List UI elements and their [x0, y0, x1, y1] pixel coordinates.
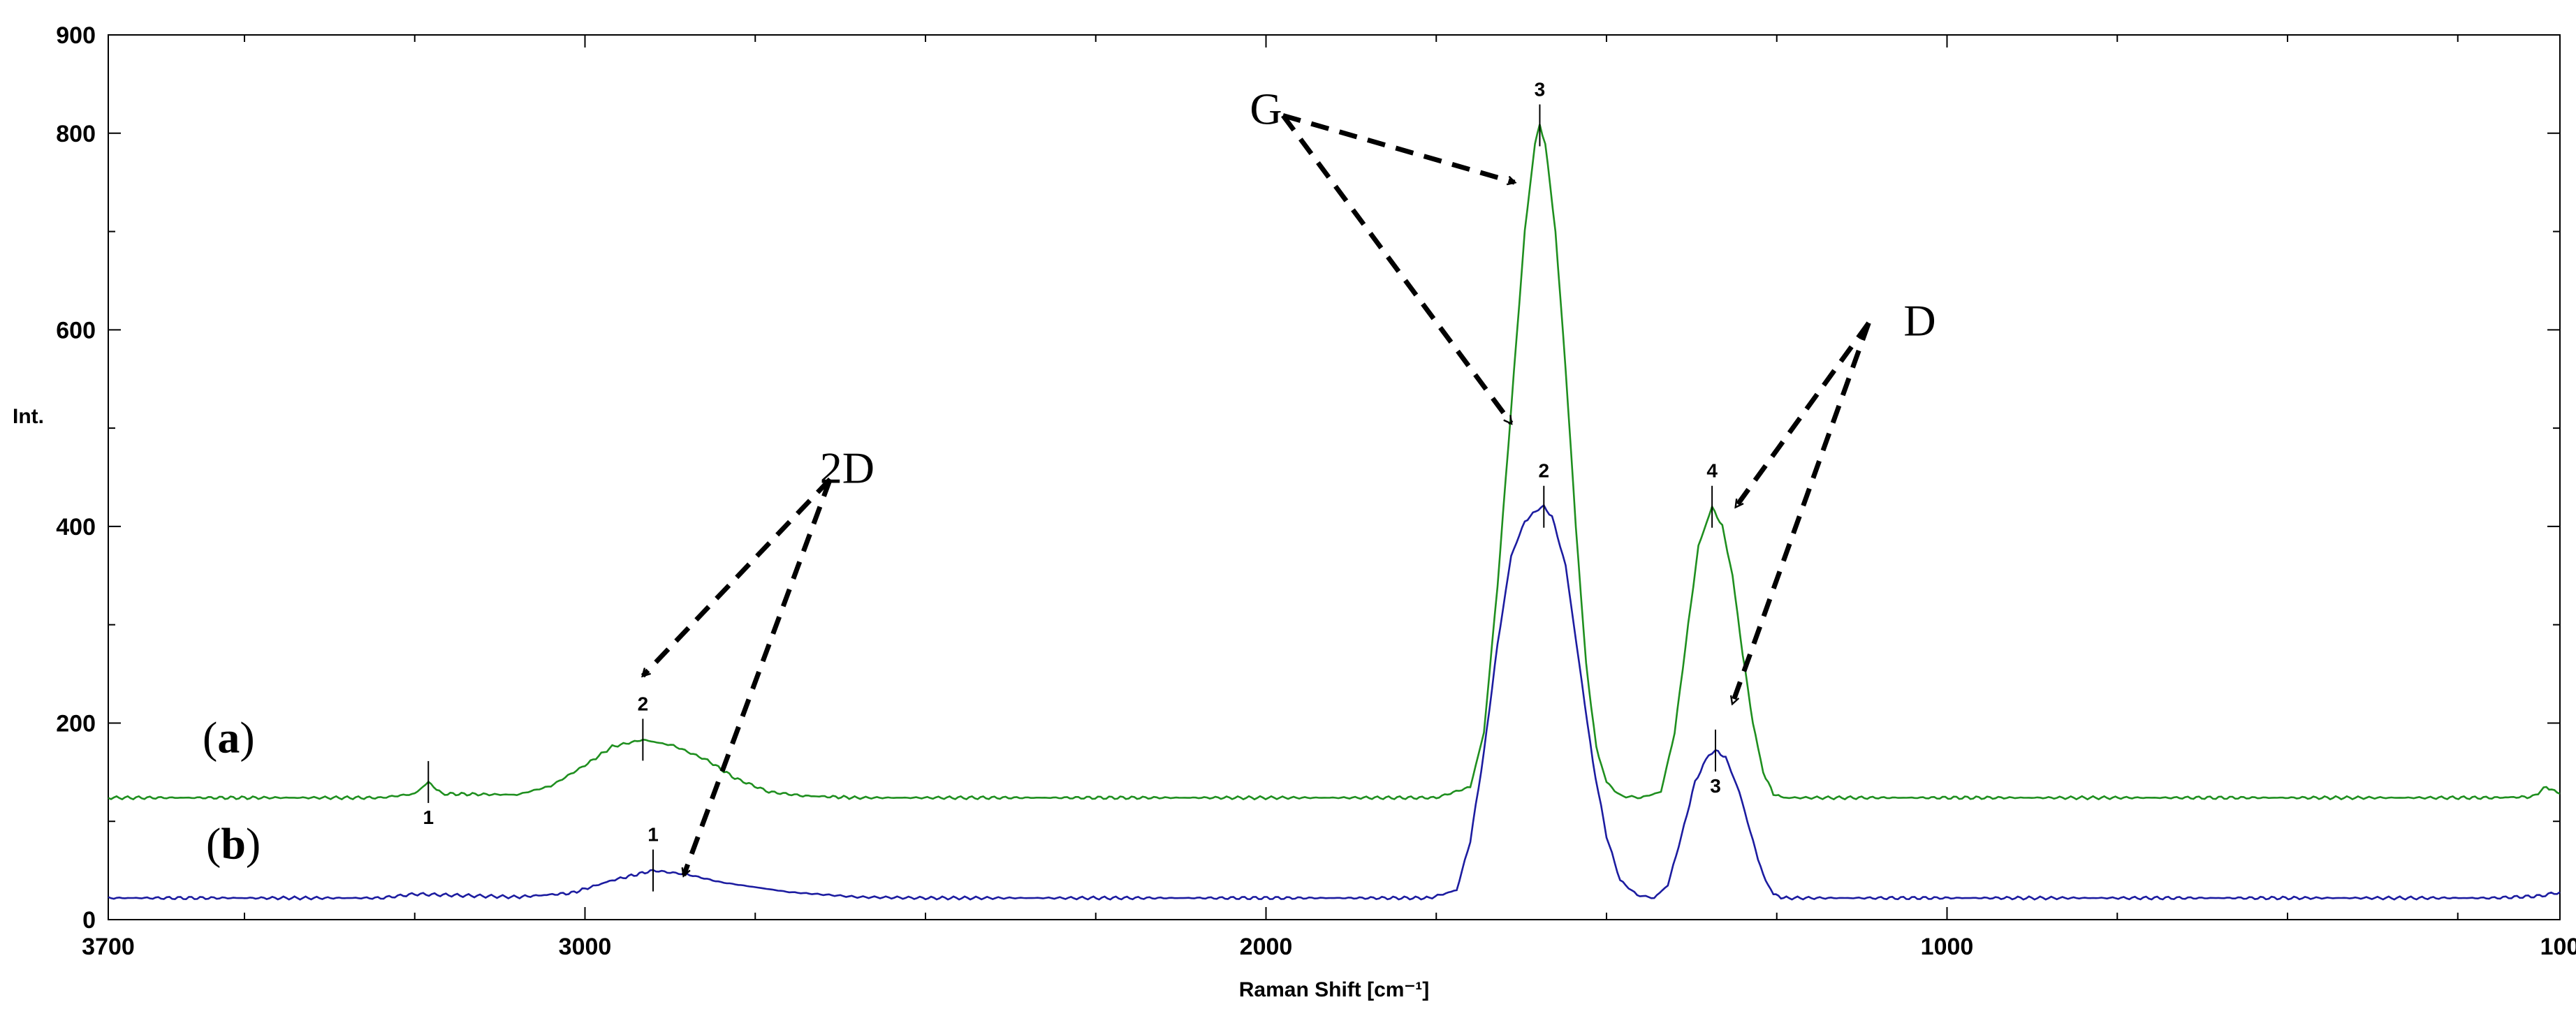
x-tick-label: 100: [2540, 934, 2576, 960]
annotation-d: D: [1903, 295, 1935, 345]
x-axis-title: Raman Shift [cm⁻¹]: [1239, 978, 1430, 1001]
y-tick-label: 600: [56, 317, 96, 344]
annotation-g: G: [1250, 84, 1282, 134]
annotation-2d: 2D: [820, 443, 874, 492]
peak-label: 1: [647, 824, 659, 846]
series-label-b: (b): [206, 819, 261, 869]
peak-label: 3: [1535, 79, 1546, 101]
x-tick-label: 2000: [1240, 934, 1293, 960]
dashed-arrow: [1281, 114, 1514, 423]
peak-label: 4: [1706, 460, 1718, 482]
x-tick-label: 3000: [559, 934, 612, 960]
y-tick-label: 400: [56, 514, 96, 540]
dashed-arrow: [1734, 321, 1871, 506]
y-tick-label: 200: [56, 710, 96, 737]
y-tick-label: 800: [56, 121, 96, 147]
y-tick-label: 0: [82, 907, 96, 934]
peak-label: 3: [1710, 775, 1721, 797]
series-line-b: [108, 503, 2561, 901]
peak-label: 2: [1539, 460, 1550, 482]
x-tick-label: 1000: [1921, 934, 1974, 960]
dashed-arrow: [1732, 322, 1871, 703]
peak-label: 1: [423, 807, 434, 828]
plot-frame: [108, 34, 2561, 920]
x-tick-label: 3700: [82, 934, 135, 960]
series-line-a: [108, 124, 2561, 801]
dashed-arrow: [641, 477, 833, 676]
series-label-a: (a): [203, 713, 255, 763]
y-tick-label: 900: [56, 22, 96, 49]
peak-label: 2: [638, 693, 649, 714]
dashed-arrow: [1282, 113, 1515, 182]
y-axis-title: Int.: [13, 405, 44, 428]
dashed-arrow: [684, 478, 833, 875]
